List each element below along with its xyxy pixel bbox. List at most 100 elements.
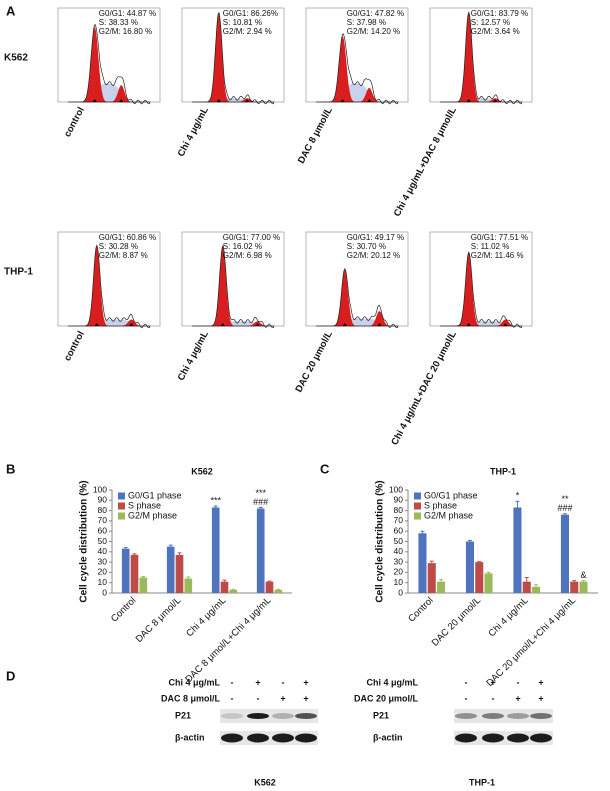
bar — [570, 581, 579, 593]
error-bar — [258, 507, 263, 509]
bar — [130, 554, 139, 593]
y-axis-label: Cell cycle distribution (%) — [375, 480, 386, 602]
error-bar — [276, 588, 281, 590]
phase-stat: G2/M: 11.46 % — [471, 251, 524, 260]
condition-label: DAC 8 μmol/L — [296, 105, 335, 165]
blot-caption: THP-1 — [469, 777, 495, 787]
significance-mark: *** — [255, 488, 266, 498]
y-tick-label: 100 — [389, 484, 403, 494]
treatment-label: DAC 8 μmol/L — [161, 693, 221, 703]
bar — [256, 508, 265, 593]
histogram-outline — [68, 244, 151, 329]
x-tick-label: DAC 8 μmol/L+Chi 4 μg/mL — [183, 595, 273, 685]
condition-label: DAC 20 μmol/L — [293, 329, 335, 394]
condition-label: Chi 4 μg/mL — [176, 105, 211, 158]
blot-band — [482, 733, 504, 743]
condition-label: control — [62, 105, 87, 139]
phase-stat: G0/G1: 44.87 % — [99, 9, 156, 18]
marker — [466, 323, 471, 326]
phase-stat: G0/G1: 77.00 % — [223, 233, 280, 242]
phase-stat: G2/M: 14.20 % — [347, 27, 400, 36]
panel-label: A — [6, 3, 16, 18]
bar — [436, 581, 446, 593]
blot-band — [221, 713, 243, 719]
phase-stat: G2/M: 3.64 % — [471, 27, 520, 36]
x-tick-label: Control — [406, 595, 435, 624]
histogram-outline — [440, 11, 523, 105]
bar — [531, 586, 541, 593]
error-bar — [213, 505, 218, 508]
significance-mark: ### — [253, 497, 268, 507]
histogram-outline — [440, 251, 523, 329]
chart-title: K562 — [191, 466, 213, 476]
treatment-sign: + — [280, 693, 285, 703]
error-bar — [534, 584, 539, 587]
treatment-sign: + — [538, 677, 543, 687]
error-bar — [231, 588, 236, 590]
treatment-label: DAC 20 μmol/L — [354, 693, 419, 703]
marker — [342, 323, 347, 326]
bar — [418, 533, 427, 593]
treatment-sign: - — [465, 677, 468, 687]
marker — [493, 99, 498, 102]
x-tick-label: Chi 4 μg/mL — [487, 595, 531, 639]
y-axis-label: Cell cycle distribution (%) — [79, 480, 90, 602]
error-bar — [467, 539, 472, 542]
marker — [129, 323, 134, 326]
histogram-g1-peak — [440, 252, 522, 326]
y-tick-label: 50 — [394, 536, 404, 546]
histogram-s-region — [192, 98, 274, 102]
phase-stat: G0/G1: 83.79 % — [471, 9, 528, 18]
blot-band — [247, 733, 269, 743]
y-tick-label: 40 — [98, 546, 108, 556]
bar — [513, 507, 522, 593]
phase-stat: G0/G1: 77.51 % — [471, 233, 528, 242]
phase-stat: G2/M: 20.12 % — [347, 251, 400, 260]
error-bar — [524, 577, 529, 582]
error-bar — [486, 571, 491, 574]
condition-label: control — [62, 329, 87, 363]
condition-label: Chi 4 μg/mL+DAC 8 μmol/L — [392, 105, 459, 218]
phase-stat: S: 38.33 % — [99, 18, 138, 27]
error-bar — [222, 579, 227, 582]
phase-stat: G0/G1: 86.26% — [223, 9, 278, 18]
significance-mark: ** — [561, 494, 569, 504]
legend-swatch — [414, 492, 421, 500]
histogram-s-region — [68, 83, 150, 102]
band-label: β-actin — [373, 732, 403, 742]
legend-label: G2/M phase — [424, 510, 473, 520]
bar — [175, 554, 184, 593]
blot-band — [482, 713, 504, 719]
treatment-sign: - — [492, 693, 495, 703]
y-tick-label: 100 — [93, 484, 107, 494]
error-bar — [562, 513, 567, 515]
blot-band — [507, 733, 529, 743]
blot-caption: K562 — [254, 777, 276, 787]
histogram-g1-peak — [316, 269, 398, 326]
bar — [579, 581, 588, 593]
marker — [466, 99, 471, 102]
error-bar — [267, 580, 272, 582]
histogram-outline — [316, 33, 399, 105]
phase-stat: S: 16.02 % — [223, 242, 262, 251]
marker — [220, 323, 225, 326]
treatment-sign: - — [282, 677, 285, 687]
bar — [121, 548, 130, 593]
blot-band — [295, 733, 317, 743]
y-tick-label: 90 — [394, 495, 404, 505]
x-tick-label: DAC 20 μmol/L+Chi 4 μg/mL — [484, 595, 578, 689]
treatment-sign: - — [517, 677, 520, 687]
bar — [484, 573, 493, 593]
treatment-sign: - — [231, 677, 234, 687]
marker — [216, 99, 221, 102]
chart-title: THP-1 — [490, 466, 516, 476]
y-tick-label: 10 — [98, 577, 108, 587]
histogram-g2-peak — [316, 311, 398, 326]
treatment-sign: + — [255, 677, 260, 687]
y-tick-label: 50 — [98, 536, 108, 546]
bar — [427, 563, 436, 593]
treatment-sign: + — [538, 693, 543, 703]
bar — [475, 562, 484, 593]
significance-mark: & — [581, 570, 587, 580]
legend-swatch — [118, 502, 125, 510]
